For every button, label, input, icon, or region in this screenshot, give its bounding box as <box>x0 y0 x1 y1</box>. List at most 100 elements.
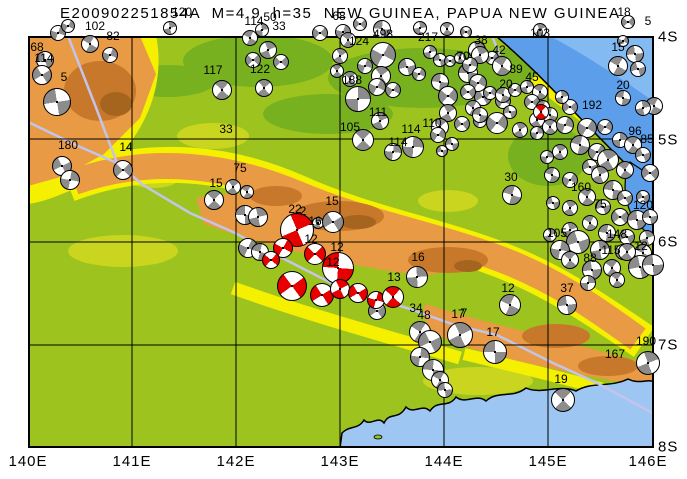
focal-mechanism-red <box>277 271 307 301</box>
depth-label: 17 <box>451 307 465 321</box>
focal-mechanism-gray <box>630 61 646 77</box>
focal-mechanism-gray <box>430 127 446 143</box>
focal-mechanism-gray <box>483 340 507 364</box>
x-axis-label: 146E <box>628 453 668 470</box>
focal-mechanism-gray <box>413 21 427 35</box>
focal-mechanism-gray <box>578 188 596 206</box>
focal-mechanism-gray <box>445 137 459 151</box>
focal-mechanism-gray <box>385 82 401 98</box>
focal-mechanism-red <box>304 243 326 265</box>
focal-mechanism-gray <box>555 90 569 104</box>
depth-label: 70 <box>456 49 470 63</box>
focal-mechanism-gray <box>248 207 268 227</box>
depth-label: 12 <box>330 240 344 254</box>
depth-label: 110 <box>422 116 442 130</box>
focal-mechanism-red <box>273 238 293 258</box>
depth-label: 105 <box>546 226 568 240</box>
focal-mechanism-gray <box>370 42 396 68</box>
focal-mechanism-gray <box>503 105 517 119</box>
depth-label: 96 <box>628 124 642 138</box>
depth-label: 68 <box>332 9 346 23</box>
focal-mechanism-gray <box>81 35 99 53</box>
focal-mechanism-gray <box>552 144 568 160</box>
focal-mechanism-gray <box>562 99 578 115</box>
depth-label: 85 <box>640 132 654 146</box>
focal-mechanism-gray <box>591 166 609 184</box>
focal-mechanism-gray <box>255 79 273 97</box>
depth-label: 20 <box>616 78 630 92</box>
focal-mechanism-gray <box>562 200 578 216</box>
focal-mechanism-red <box>262 251 280 269</box>
focal-mechanism-gray <box>163 21 177 35</box>
depth-label: 12 <box>634 239 648 253</box>
depth-label: 7 <box>460 306 468 320</box>
focal-mechanism-gray <box>618 243 636 261</box>
depth-label: 148 <box>606 227 628 241</box>
y-axis-label: 4S <box>658 28 679 46</box>
focal-mechanism-gray <box>595 199 611 215</box>
focal-mechanism-gray <box>212 80 232 100</box>
depth-label: 15 <box>209 176 223 190</box>
focal-mechanism-gray <box>562 172 578 188</box>
focal-mechanism-gray <box>402 136 424 158</box>
depth-label: 114 <box>388 135 408 149</box>
focal-mechanism-gray <box>373 20 391 38</box>
focal-mechanism-red <box>533 104 549 120</box>
depth-label: 20 <box>499 77 513 91</box>
depth-label: 50 <box>263 10 277 24</box>
focal-mechanism-gray <box>540 150 554 164</box>
depth-label: 12 <box>304 232 318 246</box>
focal-mechanism-gray <box>486 112 508 134</box>
depth-label: 17 <box>486 325 500 339</box>
focal-mechanism-gray <box>635 147 651 163</box>
focal-mechanism-gray <box>225 179 241 195</box>
depth-label: 45 <box>525 70 539 84</box>
x-axis-label: 145E <box>528 453 568 470</box>
focal-mechanism-gray <box>240 185 254 199</box>
depth-label: 33 <box>219 122 233 136</box>
focal-mechanism-gray <box>245 52 261 68</box>
focal-mechanism-gray <box>556 116 574 134</box>
depth-label: 102 <box>84 19 106 33</box>
depth-label: 48 <box>417 308 431 322</box>
depth-label: 124 <box>348 34 370 48</box>
focal-mechanism-gray <box>570 135 590 155</box>
depth-label: 114 <box>34 51 54 65</box>
focal-mechanism-gray <box>617 35 629 47</box>
focal-mechanism-gray <box>273 54 289 70</box>
focal-mechanism-red <box>382 286 404 308</box>
focal-mechanism-gray <box>597 119 613 135</box>
focal-mechanism-gray <box>113 160 133 180</box>
depth-label: 89 <box>509 62 523 76</box>
focal-mechanism-gray <box>423 45 437 59</box>
depth-label: 38 <box>474 33 488 47</box>
depth-label: 34 <box>409 301 423 315</box>
focal-mechanism-gray <box>557 295 577 315</box>
focal-mechanism-red <box>348 283 368 303</box>
depth-label: 37 <box>560 281 574 295</box>
focal-mechanism-red <box>330 279 350 299</box>
focal-mechanism-gray <box>617 190 633 206</box>
focal-mechanism-gray <box>204 190 224 210</box>
focal-mechanism-gray <box>439 104 457 122</box>
depth-label: 105 <box>339 120 361 134</box>
depth-label: 14 <box>119 140 133 154</box>
focal-mechanism-gray <box>342 71 358 87</box>
depth-label: 22 <box>288 202 302 216</box>
focal-mechanism-gray <box>384 143 402 161</box>
depth-label: 82 <box>106 29 120 43</box>
focal-mechanism-gray <box>32 65 52 85</box>
focal-mechanism-gray <box>345 86 371 112</box>
focal-mechanism-gray <box>561 251 579 269</box>
focal-mechanism-gray <box>259 41 277 59</box>
focal-mechanism-gray <box>609 272 625 288</box>
x-axis-label: 142E <box>216 453 256 470</box>
depth-label: 12 <box>326 255 340 269</box>
depth-label: 88 <box>583 251 597 265</box>
focal-mechanism-gray <box>454 116 470 132</box>
x-axis-label: 141E <box>112 453 152 470</box>
focal-mechanism-gray <box>447 322 473 348</box>
focal-mechanism-gray <box>636 190 650 204</box>
focal-mechanism-gray <box>242 30 258 46</box>
depth-label: 19 <box>554 372 568 386</box>
